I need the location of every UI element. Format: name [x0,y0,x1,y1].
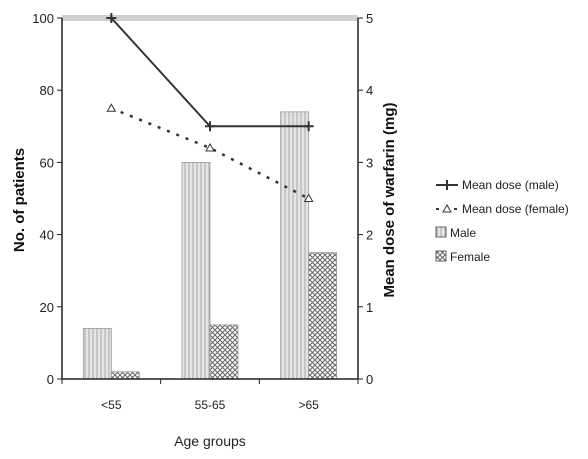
point-mean-dose-male-2 [303,121,314,132]
bar-female-0 [110,371,140,380]
line-mean-dose-female [110,107,310,200]
point-mean-dose-female-0 [106,103,117,112]
x-axis-ticks: <55 55-65 >65 [61,379,359,412]
y2-tick-label-3: 3 [366,155,373,170]
bar-male-2 [280,111,310,380]
y2-tick-label-0: 0 [366,372,373,387]
legend-label-female: Female [450,250,490,264]
bar-male-0 [82,328,112,380]
legend-label-male-dose: Mean dose (male) [462,178,559,192]
y2-tick-label-1: 1 [366,300,373,315]
left-axis-ticks: 0 20 40 60 80 100 [32,11,62,387]
y2-axis-title: Mean dose of warfarin (mg) [381,102,398,297]
point-mean-dose-female-2 [303,193,314,202]
y2-tick-label-4: 4 [366,83,373,98]
legend-label-male: Male [450,226,476,240]
bar-female-1 [209,324,239,380]
y-tick-label-100: 100 [32,11,54,26]
x-tick-label-0: <55 [101,398,122,412]
x-axis-title: Age groups [174,433,246,449]
point-mean-dose-female-1 [205,142,215,152]
legend: Mean dose (male) Mean dose (female) Male Fe… [435,178,569,264]
legend-label-female-dose: Mean dose (female) [462,202,569,216]
y-tick-label-20: 20 [40,300,54,315]
y2-tick-label-5: 5 [366,11,373,26]
y-axis-title: No. of patients [11,148,28,252]
x-tick-label-1: 55-65 [195,398,226,412]
y-tick-label-40: 40 [40,228,54,243]
y-tick-label-0: 0 [47,372,54,387]
y-tick-label-80: 80 [40,83,54,98]
x-tick-label-2: >65 [298,398,319,412]
bar-male-1 [181,161,211,380]
bar-female-2 [308,252,338,380]
point-mean-dose-male-0 [106,13,117,23]
legend-swatch-male-bar [435,226,447,238]
y-tick-label-60: 60 [40,155,54,170]
y2-tick-label-2: 2 [366,228,373,243]
legend-swatch-female-marker [442,203,452,213]
legend-swatch-female-bar [435,250,447,262]
right-axis-ticks: 0 1 2 3 4 5 [358,11,373,387]
point-mean-dose-male-1 [205,121,215,132]
dose-lines [106,13,314,202]
